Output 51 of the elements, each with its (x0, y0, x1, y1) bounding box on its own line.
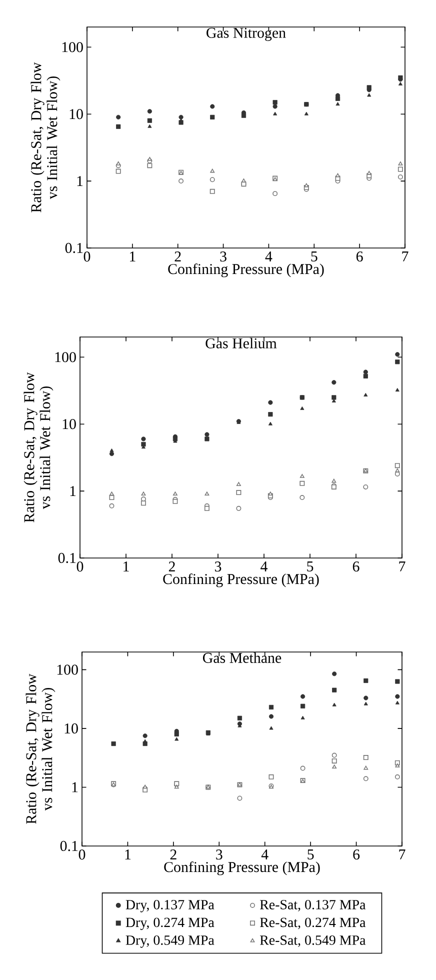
legend-label: Dry, 0.137 MPa (126, 900, 214, 912)
y-tick-label: 1 (70, 486, 76, 496)
x-tick-label: 1 (130, 252, 136, 262)
y-tick-label: 100 (57, 664, 78, 675)
chart-title: Gas Nitrogen (206, 28, 286, 41)
x-axis-title: Confining Pressure (MPa) (168, 263, 324, 278)
x-tick-label: 6 (356, 252, 363, 262)
x-tick-label: 1 (125, 850, 131, 860)
x-tick-label: 3 (216, 850, 222, 860)
x-tick-label: 7 (399, 850, 406, 860)
y-tick-label: 0.1 (60, 840, 78, 852)
x-tick-label: 0 (78, 850, 86, 860)
x-tick-label: 3 (214, 562, 222, 572)
y-tick-label: 10 (64, 723, 78, 734)
x-tick-label: 2 (170, 850, 176, 860)
x-tick-label: 6 (353, 850, 360, 860)
y-axis-title: Ratio (Re-Sat, Dry Flow vs Initial Wet Flow) (24, 372, 54, 522)
x-axis-title: Confining Pressure (MPa) (164, 861, 320, 876)
x-tick-label: 0 (84, 252, 90, 262)
x-tick-label: 5 (311, 252, 318, 262)
x-tick-label: 4 (261, 850, 268, 860)
legend-label: Dry, 0.549 MPa (126, 935, 214, 948)
y-axis-title: Ratio (Re-Sat, Dry Flow vs Initial Wet Flow) (30, 62, 60, 212)
x-tick-label: 0 (76, 562, 84, 572)
x-tick-label: 7 (402, 252, 408, 262)
legend-label: Re-Sat, 0.549 MPa (260, 935, 366, 947)
x-tick-label: 4 (265, 252, 272, 262)
x-tick-label: 4 (260, 562, 268, 572)
y-tick-label: 0.1 (65, 242, 83, 254)
y-tick-label: 1 (72, 782, 78, 792)
legend-label: Re-Sat, 0.274 MPa (260, 918, 366, 930)
x-tick-label: 5 (307, 562, 314, 572)
x-tick-label: 2 (174, 252, 181, 262)
x-tick-label: 1 (124, 562, 129, 572)
y-tick-label: 100 (55, 352, 76, 362)
y-tick-label: 1 (77, 176, 83, 186)
y-tick-label: 0.1 (58, 552, 76, 564)
legend-label: Re-Sat, 0.137 MPa (260, 900, 366, 912)
y-axis-title: Ratio (Re-Sat, Dry Flow vs Initial Wet Flow) (26, 674, 56, 824)
chart-title: Gas Methane (202, 652, 282, 663)
x-tick-label: 5 (308, 850, 314, 860)
y-tick-label: 10 (70, 109, 83, 120)
legend-label: Dry, 0.274 MPa (126, 918, 214, 930)
x-tick-label: 2 (168, 562, 175, 572)
x-tick-label: 6 (352, 562, 360, 572)
y-tick-label: 10 (62, 419, 76, 430)
x-axis-title: Confining Pressure (MPa) (163, 573, 319, 588)
x-tick-label: 7 (399, 562, 406, 572)
y-tick-label: 100 (62, 42, 83, 52)
x-tick-label: 3 (220, 252, 226, 262)
chart-title: Gas Helium (206, 338, 277, 348)
